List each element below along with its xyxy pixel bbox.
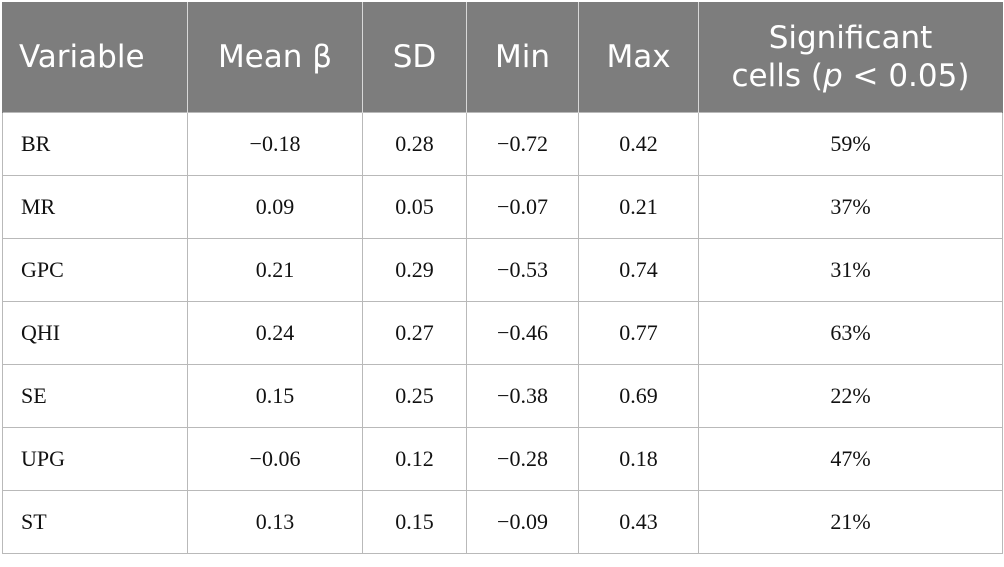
cell-max: 0.21: [578, 175, 699, 239]
table-row: SE 0.15 0.25 −0.38 0.69 22%: [2, 364, 1003, 428]
table-row: BR −0.18 0.28 −0.72 0.42 59%: [2, 112, 1003, 176]
header-significant-line1: Significant: [768, 20, 933, 56]
header-min: Min: [466, 2, 579, 113]
cell-significant: 37%: [698, 175, 1003, 239]
cell-max: 0.77: [578, 301, 699, 365]
cell-min: −0.09: [466, 490, 579, 554]
cell-significant: 59%: [698, 112, 1003, 176]
table-row: GPC 0.21 0.29 −0.53 0.74 31%: [2, 238, 1003, 302]
cell-max: 0.43: [578, 490, 699, 554]
cell-mean: 0.21: [187, 238, 363, 302]
header-significant-p: p: [822, 58, 843, 94]
header-mean-beta: Mean β: [187, 2, 363, 113]
table-row: QHI 0.24 0.27 −0.46 0.77 63%: [2, 301, 1003, 365]
header-max: Max: [578, 2, 699, 113]
cell-significant: 21%: [698, 490, 1003, 554]
header-significant-cells: Significant cells (p < 0.05): [698, 2, 1003, 113]
cell-sd: 0.15: [362, 490, 467, 554]
cell-sd: 0.27: [362, 301, 467, 365]
cell-min: −0.07: [466, 175, 579, 239]
cell-min: −0.28: [466, 427, 579, 491]
cell-max: 0.69: [578, 364, 699, 428]
cell-mean: 0.09: [187, 175, 363, 239]
cell-sd: 0.25: [362, 364, 467, 428]
cell-sd: 0.05: [362, 175, 467, 239]
cell-variable: GPC: [2, 238, 188, 302]
cell-significant: 22%: [698, 364, 1003, 428]
cell-significant: 47%: [698, 427, 1003, 491]
cell-min: −0.53: [466, 238, 579, 302]
cell-significant: 31%: [698, 238, 1003, 302]
table-row: UPG −0.06 0.12 −0.28 0.18 47%: [2, 427, 1003, 491]
header-significant-suffix: < 0.05): [842, 58, 970, 94]
table-row: MR 0.09 0.05 −0.07 0.21 37%: [2, 175, 1003, 239]
cell-mean: 0.24: [187, 301, 363, 365]
cell-sd: 0.29: [362, 238, 467, 302]
cell-min: −0.46: [466, 301, 579, 365]
cell-variable: BR: [2, 112, 188, 176]
header-variable: Variable: [2, 2, 188, 113]
cell-mean: 0.15: [187, 364, 363, 428]
header-sd: SD: [362, 2, 467, 113]
cell-variable: UPG: [2, 427, 188, 491]
cell-min: −0.38: [466, 364, 579, 428]
cell-mean: −0.18: [187, 112, 363, 176]
cell-min: −0.72: [466, 112, 579, 176]
cell-significant: 63%: [698, 301, 1003, 365]
table-row: ST 0.13 0.15 −0.09 0.43 21%: [2, 490, 1003, 554]
cell-mean: −0.06: [187, 427, 363, 491]
cell-variable: MR: [2, 175, 188, 239]
statistics-table: Variable Mean β SD Min Max Significant c…: [2, 2, 1003, 554]
cell-sd: 0.28: [362, 112, 467, 176]
header-significant-prefix: cells (: [731, 58, 823, 94]
cell-variable: QHI: [2, 301, 188, 365]
cell-sd: 0.12: [362, 427, 467, 491]
cell-mean: 0.13: [187, 490, 363, 554]
cell-variable: ST: [2, 490, 188, 554]
header-row: Variable Mean β SD Min Max Significant c…: [2, 2, 1003, 113]
cell-variable: SE: [2, 364, 188, 428]
cell-max: 0.74: [578, 238, 699, 302]
cell-max: 0.18: [578, 427, 699, 491]
cell-max: 0.42: [578, 112, 699, 176]
